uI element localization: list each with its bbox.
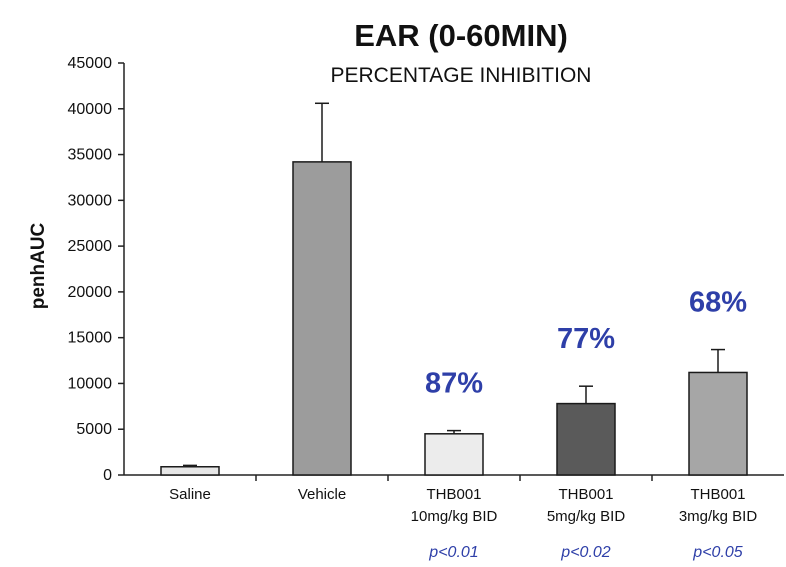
x-tick-label: 10mg/kg BID bbox=[411, 508, 498, 525]
y-tick-label: 30000 bbox=[68, 192, 113, 209]
x-tick-label: Vehicle bbox=[298, 486, 346, 503]
x-tick-label: THB001 bbox=[558, 486, 613, 503]
chart-subtitle: PERCENTAGE INHIBITION bbox=[331, 64, 592, 87]
inhibition-label: 77% bbox=[557, 323, 615, 355]
x-tick-label: THB001 bbox=[426, 486, 481, 503]
y-tick-label: 25000 bbox=[68, 238, 113, 255]
inhibition-label: 68% bbox=[689, 287, 747, 319]
bar bbox=[556, 402, 616, 476]
p-value-label: p<0.05 bbox=[692, 544, 742, 561]
y-tick-label: 45000 bbox=[68, 55, 113, 72]
labels: Saline Vehicle THB001 10mg/kg BID 87% p<0.01 T… bbox=[169, 287, 757, 561]
bar bbox=[160, 466, 220, 476]
bar bbox=[292, 161, 352, 476]
y-axis-label: penhAUC bbox=[28, 222, 49, 309]
y-tick-label: 5000 bbox=[76, 421, 112, 438]
chart-title: EAR (0-60MIN) bbox=[354, 18, 568, 53]
bar bbox=[688, 371, 748, 476]
x-tick-label: 5mg/kg BID bbox=[547, 508, 626, 525]
y-tick-label: 40000 bbox=[68, 101, 113, 118]
inhibition-label: 87% bbox=[425, 368, 483, 400]
x-tick-label: 3mg/kg BID bbox=[679, 508, 758, 525]
y-tick-label: 15000 bbox=[68, 330, 113, 347]
y-tick-label: 20000 bbox=[68, 284, 113, 301]
y-tick-label: 35000 bbox=[68, 147, 113, 164]
p-value-label: p<0.01 bbox=[428, 544, 478, 561]
p-value-label: p<0.02 bbox=[560, 544, 610, 561]
axes: 0 5000 10000 15000 20000 25000 30000 35000 40000… bbox=[68, 55, 784, 484]
bar bbox=[424, 433, 484, 476]
y-tick-label: 0 bbox=[103, 467, 112, 484]
x-tick-label: THB001 bbox=[690, 486, 745, 503]
bars bbox=[160, 102, 748, 476]
x-tick-label: Saline bbox=[169, 486, 211, 503]
y-tick-label: 10000 bbox=[68, 375, 113, 392]
